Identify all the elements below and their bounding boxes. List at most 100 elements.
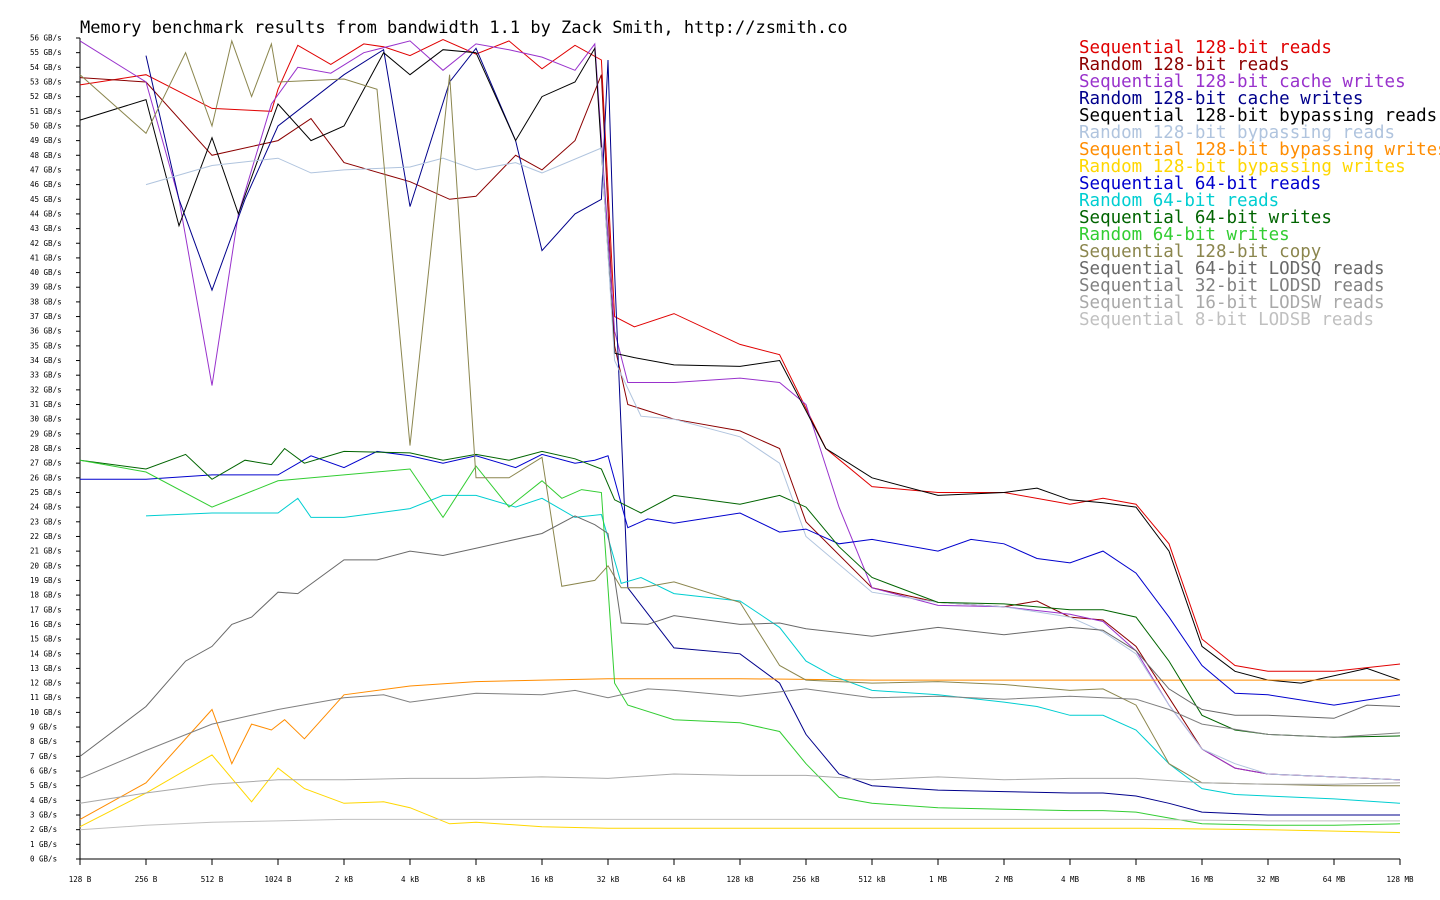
legend-entry: Sequential 128-bit cache writes (1079, 72, 1406, 92)
legend-entry: Random 128-bit bypassing writes (1079, 157, 1406, 177)
x-tick-label: 16 MB (1191, 875, 1214, 884)
y-tick-label: 48 GB/s (30, 151, 62, 160)
series-line-8 (79, 754, 1401, 834)
y-tick-label: 29 GB/s (30, 429, 62, 438)
y-tick-label: 18 GB/s (30, 591, 62, 600)
y-tick-label: 19 GB/s (30, 576, 62, 585)
y-tick-label: 56 GB/s (30, 34, 62, 43)
x-tick-label: 4 kB (401, 875, 420, 884)
x-tick-label: 32 kB (597, 875, 620, 884)
x-tick-label: 4 MB (1061, 875, 1080, 884)
y-tick-label: 47 GB/s (30, 165, 62, 174)
y-tick-label: 45 GB/s (30, 195, 62, 204)
legend-entry: Random 128-bit reads (1079, 55, 1290, 75)
legend-entry: Sequential 16-bit LODSW reads (1079, 293, 1385, 313)
y-tick-label: 31 GB/s (30, 400, 62, 409)
x-tick-label: 256 kB (792, 875, 820, 884)
y-tick-label: 11 GB/s (30, 693, 62, 702)
y-tick-label: 44 GB/s (30, 209, 62, 218)
series-line-5 (79, 46, 1401, 684)
series-line-7 (79, 678, 1400, 820)
y-tick-label: 10 GB/s (30, 708, 62, 717)
x-tick-label: 8 kB (467, 875, 486, 884)
legend-entry: Random 64-bit reads (1079, 191, 1279, 211)
x-tick-label: 512 kB (858, 875, 886, 884)
x-tick-label: 16 kB (531, 875, 554, 884)
y-tick-label: 6 GB/s (30, 767, 57, 776)
x-tick-label: 64 MB (1323, 875, 1346, 884)
y-tick-label: 3 GB/s (30, 811, 57, 820)
chart-title: Memory benchmark results from bandwidth … (80, 18, 848, 38)
series-line-12 (79, 459, 1401, 826)
y-tick-label: 1 GB/s (30, 840, 57, 849)
y-tick-label: 22 GB/s (30, 532, 62, 541)
y-tick-label: 25 GB/s (30, 488, 62, 497)
legend-entry: Sequential 128-bit copy (1079, 242, 1321, 262)
y-tick-label: 15 GB/s (30, 635, 62, 644)
y-tick-label: 53 GB/s (30, 77, 62, 86)
legend-entry: Sequential 8-bit LODSB reads (1079, 310, 1374, 330)
series-line-11 (79, 447, 1401, 738)
y-tick-label: 12 GB/s (30, 679, 62, 688)
x-tick-label: 512 B (201, 875, 224, 884)
y-tick-label: 27 GB/s (30, 459, 62, 468)
y-tick-label: 32 GB/s (30, 385, 62, 394)
axes: 0 GB/s 1 GB/s 2 GB/s 3 GB/s 4 GB/s 5 GB/s 6 GB… (30, 34, 1414, 885)
y-tick-label: 7 GB/s (30, 752, 57, 761)
x-tick-label: 256 B (135, 875, 158, 884)
y-tick-label: 41 GB/s (30, 253, 62, 262)
x-tick-label: 1 MB (929, 875, 948, 884)
legend-entry: Random 64-bit writes (1079, 225, 1290, 245)
x-tick-label: 128 MB (1386, 875, 1414, 884)
legend-entry: Sequential 128-bit bypassing reads (1079, 106, 1437, 126)
y-tick-label: 42 GB/s (30, 239, 62, 248)
x-tick-label: 1024 B (264, 875, 292, 884)
series-line-2 (79, 74, 1401, 781)
x-tick-label: 64 kB (663, 875, 686, 884)
x-tick-label: 128 B (69, 875, 92, 884)
x-tick-label: 32 MB (1257, 875, 1280, 884)
y-tick-label: 24 GB/s (30, 503, 62, 512)
y-tick-label: 33 GB/s (30, 371, 62, 380)
x-tick-label: 2 MB (995, 875, 1014, 884)
y-tick-label: 46 GB/s (30, 180, 62, 189)
series-line-16 (79, 773, 1401, 804)
legend-entry: Sequential 64-bit reads (1079, 174, 1321, 194)
y-tick-label: 23 GB/s (30, 517, 62, 526)
y-tick-label: 40 GB/s (30, 268, 62, 277)
y-tick-label: 30 GB/s (30, 415, 62, 424)
series-line-6 (145, 147, 1401, 781)
y-tick-label: 14 GB/s (30, 649, 62, 658)
y-tick-label: 28 GB/s (30, 444, 62, 453)
series-line-17 (79, 818, 1400, 831)
legend-entry: Sequential 128-bit bypassing writes (1079, 140, 1440, 160)
series-line-1 (79, 38, 1401, 672)
y-tick-label: 52 GB/s (30, 92, 62, 101)
legend-entry: Sequential 64-bit writes (1079, 208, 1332, 228)
y-tick-label: 49 GB/s (30, 136, 62, 145)
series-layer (79, 38, 1401, 834)
x-tick-label: 128 kB (726, 875, 754, 884)
y-tick-label: 9 GB/s (30, 723, 57, 732)
y-tick-label: 17 GB/s (30, 605, 62, 614)
y-tick-label: 16 GB/s (30, 620, 62, 629)
y-tick-label: 35 GB/s (30, 341, 62, 350)
legend-entry: Sequential 32-bit LODSD reads (1079, 276, 1385, 296)
y-tick-label: 26 GB/s (30, 473, 62, 482)
legend-entry: Random 128-bit cache writes (1079, 89, 1363, 109)
y-tick-label: 34 GB/s (30, 356, 62, 365)
y-tick-label: 43 GB/s (30, 224, 62, 233)
y-tick-label: 39 GB/s (30, 283, 62, 292)
y-tick-label: 50 GB/s (30, 121, 62, 130)
y-tick-label: 21 GB/s (30, 547, 62, 556)
x-tick-label: 8 MB (1127, 875, 1146, 884)
series-line-14 (79, 515, 1401, 757)
y-tick-label: 51 GB/s (30, 107, 62, 116)
legend-entry: Sequential 128-bit reads (1079, 38, 1332, 58)
y-tick-label: 13 GB/s (30, 664, 62, 673)
y-tick-label: 38 GB/s (30, 297, 62, 306)
x-tick-label: 2 kB (335, 875, 354, 884)
series-line-9 (80, 450, 1401, 706)
